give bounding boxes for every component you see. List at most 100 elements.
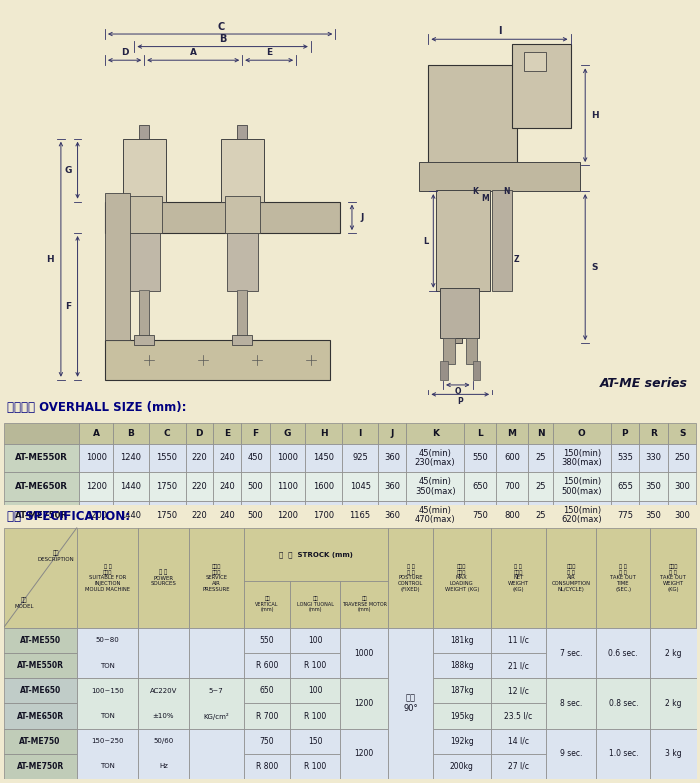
Text: 電 源
POWER
SOURCES: 電 源 POWER SOURCES <box>150 569 176 586</box>
Text: 11 l/c: 11 l/c <box>508 636 529 645</box>
Circle shape <box>195 352 211 368</box>
Text: 240: 240 <box>219 453 234 463</box>
Text: N: N <box>537 428 545 438</box>
Text: 1165: 1165 <box>349 511 371 520</box>
Text: 350: 350 <box>645 482 661 491</box>
Bar <box>546 678 596 729</box>
Bar <box>213 444 241 472</box>
Bar <box>139 290 149 340</box>
Text: R 100: R 100 <box>304 712 326 720</box>
Text: 240: 240 <box>219 511 234 520</box>
Text: 330: 330 <box>645 453 661 463</box>
Bar <box>496 423 528 444</box>
Text: B: B <box>127 428 134 438</box>
Bar <box>407 472 464 501</box>
Bar <box>639 472 668 501</box>
Text: AT-ME750R: AT-ME750R <box>17 762 64 771</box>
Text: O: O <box>578 428 586 438</box>
Bar <box>342 501 378 529</box>
Text: 27 l/c: 27 l/c <box>508 762 529 771</box>
Text: 750: 750 <box>260 737 274 745</box>
Text: 550: 550 <box>260 636 274 645</box>
Text: TON: TON <box>100 662 115 669</box>
Bar <box>433 729 491 754</box>
Text: 25: 25 <box>536 511 546 520</box>
Text: M: M <box>508 428 517 438</box>
Bar <box>340 628 388 678</box>
Text: 360: 360 <box>384 453 400 463</box>
Text: E: E <box>267 49 273 57</box>
Text: 550: 550 <box>472 453 488 463</box>
Bar <box>148 444 186 472</box>
Text: AT-ME750R: AT-ME750R <box>15 511 68 520</box>
Bar <box>241 423 270 444</box>
Text: 50~80: 50~80 <box>96 637 120 644</box>
Bar <box>433 628 491 653</box>
Bar <box>290 628 340 653</box>
Bar <box>127 197 162 233</box>
Text: P: P <box>622 428 628 438</box>
Text: AT-ME series: AT-ME series <box>600 377 688 390</box>
Text: 220: 220 <box>191 453 207 463</box>
Bar <box>436 190 490 290</box>
Bar <box>340 580 388 628</box>
Text: 空 氣
消耗量
NET
WEIGHT
(KG): 空 氣 消耗量 NET WEIGHT (KG) <box>508 564 529 591</box>
Text: 1100: 1100 <box>277 482 298 491</box>
Bar <box>433 703 491 729</box>
Bar <box>139 678 188 729</box>
Bar <box>241 444 270 472</box>
Bar <box>213 423 241 444</box>
Text: AT-ME550: AT-ME550 <box>20 636 61 645</box>
Text: 1200: 1200 <box>355 699 374 708</box>
Bar <box>340 729 388 779</box>
Text: 100: 100 <box>308 636 323 645</box>
Bar <box>668 472 696 501</box>
Text: I: I <box>358 428 362 438</box>
Bar <box>113 501 148 529</box>
Text: 適 用
成型機
SUITABLE FOR
INJECTION
MOULD MACHINE: 適 用 成型機 SUITABLE FOR INJECTION MOULD MAC… <box>85 564 130 591</box>
Text: R 800: R 800 <box>256 762 279 771</box>
Bar <box>378 423 407 444</box>
Bar <box>496 501 528 529</box>
Bar <box>139 628 188 678</box>
Bar <box>464 472 496 501</box>
Text: 535: 535 <box>617 453 633 463</box>
Bar <box>668 423 696 444</box>
Text: AT-ME650: AT-ME650 <box>20 687 61 695</box>
Bar <box>148 423 186 444</box>
Text: AT-ME550R: AT-ME550R <box>15 453 68 463</box>
Text: I: I <box>498 26 502 36</box>
Bar <box>610 472 639 501</box>
Bar <box>342 423 378 444</box>
Text: 外觀尺寸 OVERHALL SIZE (mm):: 外觀尺寸 OVERHALL SIZE (mm): <box>7 402 186 414</box>
Bar <box>4 653 77 678</box>
Text: 500: 500 <box>248 511 263 520</box>
Bar <box>4 678 77 703</box>
Text: 100: 100 <box>308 687 323 695</box>
Text: 45(min)
470(max): 45(min) 470(max) <box>415 506 456 525</box>
Text: KG/cm²: KG/cm² <box>204 713 229 720</box>
Text: 150(min)
380(max): 150(min) 380(max) <box>561 449 602 467</box>
Text: 50/60: 50/60 <box>153 738 174 745</box>
Bar <box>639 423 668 444</box>
Bar <box>668 444 696 472</box>
Text: AT-ME650R: AT-ME650R <box>15 482 68 491</box>
Text: 150~250: 150~250 <box>91 738 124 745</box>
Bar <box>443 337 455 364</box>
Bar <box>270 444 305 472</box>
Text: 1550: 1550 <box>157 453 178 463</box>
Bar <box>129 233 160 290</box>
Text: 前後
LONGI TUONAL
(mm): 前後 LONGI TUONAL (mm) <box>297 597 334 612</box>
Bar <box>342 472 378 501</box>
Text: H: H <box>320 428 328 438</box>
Bar <box>433 678 491 703</box>
Bar <box>528 501 553 529</box>
Text: 100~150: 100~150 <box>91 687 124 694</box>
Bar <box>492 190 512 290</box>
Bar <box>378 444 407 472</box>
Bar <box>433 754 491 779</box>
Text: 1750: 1750 <box>157 482 178 491</box>
Bar <box>122 139 166 202</box>
Bar <box>188 528 244 628</box>
Bar <box>440 361 448 380</box>
